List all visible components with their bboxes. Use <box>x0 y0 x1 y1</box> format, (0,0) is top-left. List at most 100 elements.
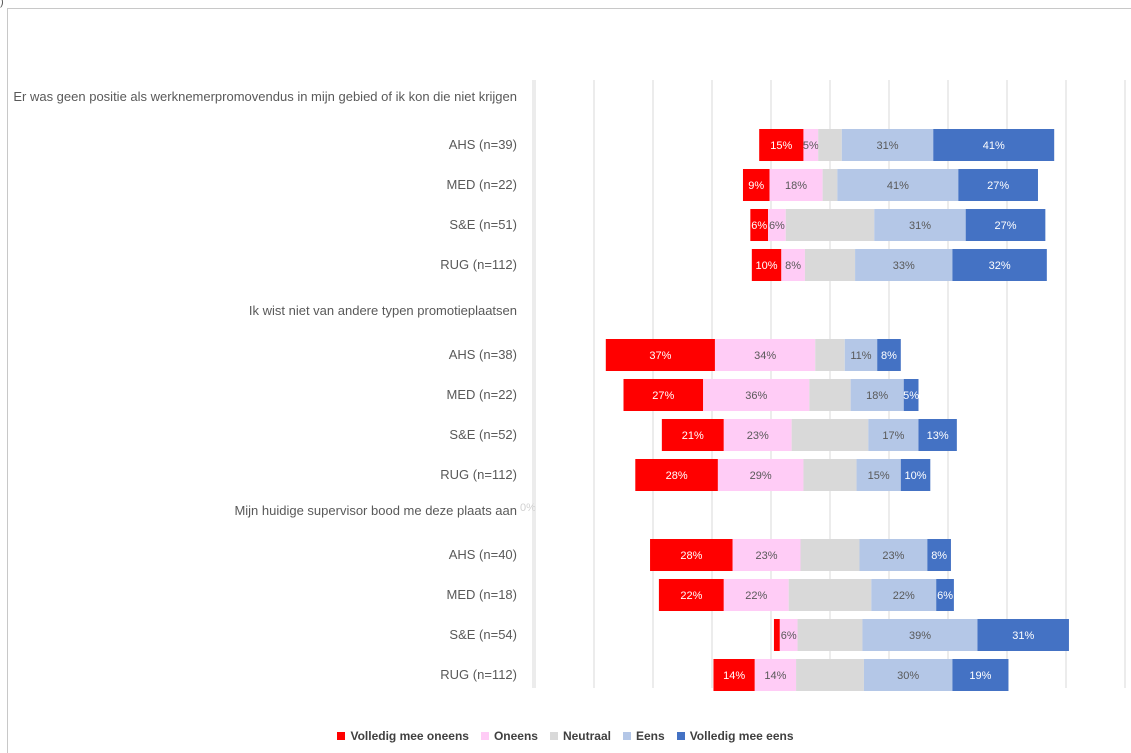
bar-segment <box>797 619 863 651</box>
data-label: 23% <box>882 550 904 562</box>
data-label: 15% <box>868 470 890 482</box>
legend-label: Neutraal <box>562 729 611 743</box>
category-label: RUG (n=112) <box>440 257 517 272</box>
category-label: MED (n=22) <box>446 177 517 192</box>
legend-swatch <box>623 732 631 740</box>
data-label: 13% <box>927 430 949 442</box>
bar-segment <box>862 619 978 651</box>
data-label: 34% <box>754 350 776 362</box>
bar-segment <box>863 659 953 691</box>
data-label: 22% <box>680 590 702 602</box>
category-label: AHS (n=40) <box>448 547 517 562</box>
data-label: 5% <box>903 390 919 402</box>
data-label: 9% <box>748 180 764 192</box>
bar-segment <box>977 619 1069 651</box>
bar-segment <box>868 419 919 451</box>
chart-frame-top <box>7 8 1131 9</box>
bar-segment <box>754 659 797 691</box>
data-label: 6% <box>769 220 785 232</box>
group-title: Ik wist niet van andere typen promotiepl… <box>248 303 517 318</box>
category-label: S&E (n=54) <box>449 627 517 642</box>
bar-segment <box>900 459 931 491</box>
chart-frame-left <box>7 8 8 753</box>
bar-segment <box>714 339 816 371</box>
data-label: 33% <box>893 260 915 272</box>
data-label: 6% <box>751 220 767 232</box>
data-label: 31% <box>1012 630 1034 642</box>
bar-segment <box>742 169 770 201</box>
data-label: 21% <box>682 430 704 442</box>
bar-segment <box>803 459 857 491</box>
legend-item: Volledig mee eens <box>676 729 794 743</box>
data-label: 18% <box>866 390 888 402</box>
category-label: MED (n=22) <box>446 387 517 402</box>
bar-segment <box>723 579 789 611</box>
bar-segment <box>877 339 901 371</box>
bar-segment <box>841 129 934 161</box>
bar-segment <box>759 129 804 161</box>
bar-segment <box>723 419 792 451</box>
legend-item: Oneens <box>480 729 538 743</box>
bar-segment <box>773 619 780 651</box>
group-title: Mijn huidige supervisor bood me deze pla… <box>234 503 517 518</box>
bar-segment <box>661 419 724 451</box>
bar-segment <box>703 379 810 411</box>
group-title: Er was geen positie als werknemerpromove… <box>13 89 517 104</box>
legend-item: Neutraal <box>549 729 611 743</box>
bar-segment <box>658 579 724 611</box>
data-label: 6% <box>937 590 953 602</box>
data-label: 39% <box>909 630 931 642</box>
legend-swatch <box>337 732 346 740</box>
legend-swatch <box>480 732 489 740</box>
bar-segment <box>732 539 801 571</box>
data-label: 11% <box>850 350 871 362</box>
bar-segment <box>635 459 718 491</box>
data-label: 22% <box>893 590 915 602</box>
data-label: 32% <box>989 260 1011 272</box>
bar-segment <box>605 339 715 371</box>
bar-segment <box>796 659 864 691</box>
data-label: 10% <box>756 260 778 272</box>
data-label: 14% <box>723 670 745 682</box>
data-label: 27% <box>652 390 674 402</box>
bar-segment <box>623 379 704 411</box>
data-label: 18% <box>785 180 807 192</box>
bar-segment <box>781 249 805 281</box>
bar-segment <box>768 209 786 241</box>
data-label: 10% <box>905 470 927 482</box>
bar-segment <box>874 209 966 241</box>
data-label: 36% <box>745 390 767 402</box>
bar-segment <box>769 169 823 201</box>
legend-item: Volledig mee oneens <box>337 729 469 743</box>
data-label: 6% <box>781 630 797 642</box>
bar-segment <box>822 169 838 201</box>
bar-segment <box>952 249 1047 281</box>
data-label: 37% <box>649 350 671 362</box>
legend-item: Eens <box>623 729 665 743</box>
category-label: S&E (n=51) <box>449 217 517 232</box>
bar-segment <box>815 339 845 371</box>
data-label: 19% <box>969 670 991 682</box>
legend-label: Eens <box>636 729 665 743</box>
bar-segment <box>717 459 804 491</box>
data-label: 8% <box>785 260 801 272</box>
bar-segment <box>871 579 937 611</box>
corner-mark: ) <box>0 0 4 8</box>
legend-swatch <box>549 732 558 740</box>
bar-segment <box>650 539 733 571</box>
bar-segment <box>791 419 869 451</box>
bar-segment <box>850 379 904 411</box>
bar-segment <box>856 459 901 491</box>
category-label: MED (n=18) <box>446 587 517 602</box>
data-label: 22% <box>745 590 767 602</box>
bar-segment <box>859 539 928 571</box>
bar-segment <box>958 169 1038 201</box>
legend-label: Volledig mee eens <box>689 729 794 743</box>
bar-segment <box>750 209 769 241</box>
bar-segment <box>785 209 875 241</box>
data-label: 31% <box>877 140 899 152</box>
bar-segment <box>800 539 860 571</box>
legend-label: Oneens <box>493 729 538 743</box>
chart-legend: Volledig mee oneens Oneens Neutraal Eens Vol… <box>0 729 1131 743</box>
bar-segment <box>965 209 1046 241</box>
